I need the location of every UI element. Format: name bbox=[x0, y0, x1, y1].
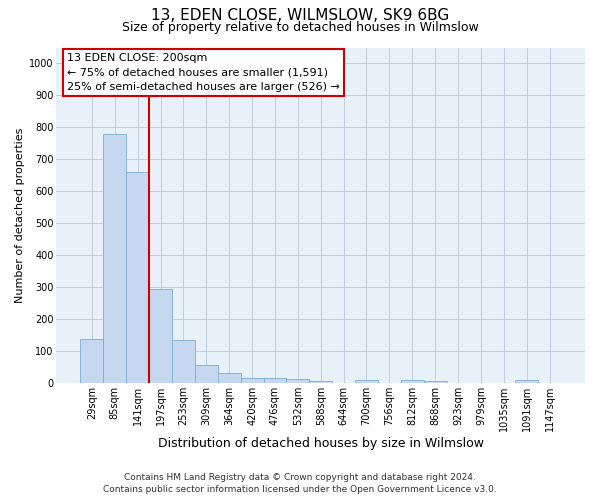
Bar bbox=[515, 380, 538, 384]
Bar bbox=[195, 365, 218, 384]
Text: 13 EDEN CLOSE: 200sqm
← 75% of detached houses are smaller (1,591)
25% of semi-d: 13 EDEN CLOSE: 200sqm ← 75% of detached … bbox=[67, 52, 340, 92]
Bar bbox=[172, 340, 195, 384]
Bar bbox=[263, 378, 286, 384]
Bar bbox=[80, 338, 103, 384]
Bar bbox=[103, 134, 126, 384]
Text: Size of property relative to detached houses in Wilmslow: Size of property relative to detached ho… bbox=[122, 21, 478, 34]
X-axis label: Distribution of detached houses by size in Wilmslow: Distribution of detached houses by size … bbox=[158, 437, 484, 450]
Y-axis label: Number of detached properties: Number of detached properties bbox=[15, 128, 25, 303]
Bar bbox=[126, 172, 149, 384]
Bar bbox=[309, 381, 332, 384]
Bar bbox=[424, 381, 446, 384]
Bar bbox=[241, 378, 263, 384]
Text: 13, EDEN CLOSE, WILMSLOW, SK9 6BG: 13, EDEN CLOSE, WILMSLOW, SK9 6BG bbox=[151, 8, 449, 22]
Bar bbox=[401, 380, 424, 384]
Bar bbox=[286, 380, 309, 384]
Bar bbox=[149, 289, 172, 384]
Bar bbox=[355, 380, 378, 384]
Bar bbox=[218, 373, 241, 384]
Text: Contains HM Land Registry data © Crown copyright and database right 2024.
Contai: Contains HM Land Registry data © Crown c… bbox=[103, 473, 497, 494]
